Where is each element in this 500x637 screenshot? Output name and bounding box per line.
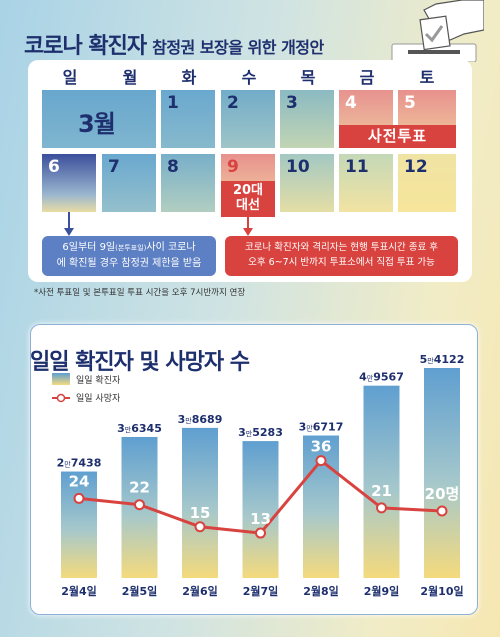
weekday-tue: 화 <box>181 68 197 87</box>
date-cell-7: 7 <box>102 154 156 212</box>
weekday-sun: 일 <box>62 68 78 87</box>
deaths-marker <box>255 527 266 539</box>
bar-confirmed <box>363 385 400 578</box>
month-cell: 3월 <box>42 90 156 148</box>
death-value-label: 36 <box>311 438 332 456</box>
date-cell-12: 12 <box>398 154 456 212</box>
death-value-label: 21 <box>371 482 392 500</box>
weekday-wed: 수 <box>241 68 257 87</box>
category-label: 2월7일 <box>243 584 279 598</box>
date-9: 9 <box>227 157 239 177</box>
category-label: 2월9일 <box>364 584 400 598</box>
deaths-marker <box>194 521 206 533</box>
legend-deaths-label: 일일 사망자 <box>76 393 121 404</box>
footnote: *사전 투표일 및 본투표일 투표 시간을 오후 7시반까지 연장 <box>34 288 246 298</box>
legend-confirmed-label: 일일 확진자 <box>76 374 121 386</box>
note-blue-text-b: 사이 코로나 <box>146 242 196 253</box>
note-blue-text-a: 6일부터 9일 <box>62 242 116 253</box>
bar-confirmed <box>182 427 218 578</box>
date-3: 3 <box>286 93 298 113</box>
death-value-label: 20명 <box>425 485 460 503</box>
date-11: 11 <box>345 157 369 177</box>
bar-value-label: 2만7438 <box>57 457 102 470</box>
chart-title: 일일 확진자 및 사망자 수 <box>30 350 250 375</box>
note-red-line2: 오후 6~7시 반까지 투표소에서 직접 투표 가능 <box>248 257 435 268</box>
title-main-text: 코로나 확진자 <box>24 34 147 59</box>
date-cell-8: 8 <box>161 154 215 212</box>
date-cell-1: 1 <box>161 90 215 148</box>
date-1: 1 <box>167 93 179 113</box>
weekday-thu: 목 <box>300 68 316 87</box>
note-red-line1: 코로나 확진자와 격리자는 현행 투표시간 종료 후 <box>245 242 438 253</box>
date-cell-11: 11 <box>339 154 393 212</box>
legend-confirmed-swatch <box>52 373 70 385</box>
month-label: 3월 <box>78 110 116 138</box>
ballot-hand-icon <box>391 0 484 62</box>
bar-confirmed <box>242 441 279 578</box>
weekday-mon: 월 <box>122 68 138 87</box>
date-cell-6: 6 <box>42 154 96 212</box>
election-badge-line2: 대선 <box>236 198 260 213</box>
date-6: 6 <box>48 157 60 177</box>
category-label: 2월5일 <box>122 584 158 598</box>
death-value-label: 15 <box>190 504 211 522</box>
bar-confirmed <box>61 471 97 578</box>
date-cell-3: 3 <box>280 90 334 148</box>
date-12: 12 <box>404 157 428 177</box>
death-value-label: 24 <box>69 472 90 490</box>
date-10: 10 <box>286 157 310 177</box>
category-label: 2월10일 <box>420 584 463 598</box>
note-blue-line2: 에 확진될 경우 참정권 제한을 받음 <box>56 258 202 269</box>
election-badge-line1: 20대 <box>232 183 264 198</box>
bar-confirmed <box>424 368 460 578</box>
date-cell-10: 10 <box>280 154 334 212</box>
category-label: 2월4일 <box>61 584 97 598</box>
early-vote-badge: 사전투표 <box>339 125 456 148</box>
bar-value-label: 5만4122 <box>420 353 465 366</box>
date-7: 7 <box>108 157 120 177</box>
date-2: 2 <box>227 93 239 113</box>
bar-value-label: 3만5283 <box>238 426 283 439</box>
weekday-header: 일 월 화 수 목 금 토 <box>28 64 472 87</box>
category-label: 2월6일 <box>182 584 218 598</box>
deaths-marker <box>436 505 448 517</box>
date-5: 5 <box>404 93 416 113</box>
deaths-marker <box>315 455 327 467</box>
category-label: 2월8일 <box>303 584 339 598</box>
election-badge: 20대 대선 <box>221 181 275 217</box>
date-8: 8 <box>167 157 179 177</box>
weekday-sat: 토 <box>419 68 435 87</box>
death-value-label: 13 <box>250 510 271 528</box>
legend-deaths-marker <box>56 393 66 403</box>
note-blue-text-small: (본투표일) <box>115 244 147 252</box>
note-arrows <box>64 212 253 236</box>
deaths-marker <box>73 492 85 504</box>
deaths-marker <box>134 499 145 511</box>
date-4: 4 <box>345 93 357 113</box>
date-cell-2: 2 <box>221 90 275 148</box>
calendar-panel: 일 월 화 수 목 금 토 3월 1 2 3 4 5 사전투표 6 7 8 9 … <box>28 60 472 282</box>
note-blue: 6일부터 9일(본투표일)사이 코로나 에 확진될 경우 참정권 제한을 받음 <box>42 236 216 276</box>
bar-value-label: 4만9567 <box>359 371 404 384</box>
page-title: 코로나 확진자 참정권 보장을 위한 개정안 <box>24 28 324 60</box>
bar-value-label: 3만8689 <box>178 413 223 426</box>
note-red: 코로나 확진자와 격리자는 현행 투표시간 종료 후 오후 6~7시 반까지 투… <box>225 236 458 276</box>
weekday-fri: 금 <box>359 68 375 87</box>
bar-value-label: 3만6345 <box>117 422 162 435</box>
title-subtitle: 참정권 보장을 위한 개정안 <box>152 38 324 57</box>
bar-value-label: 3만6717 <box>299 421 344 434</box>
death-value-label: 22 <box>129 479 150 497</box>
deaths-marker <box>376 502 387 514</box>
